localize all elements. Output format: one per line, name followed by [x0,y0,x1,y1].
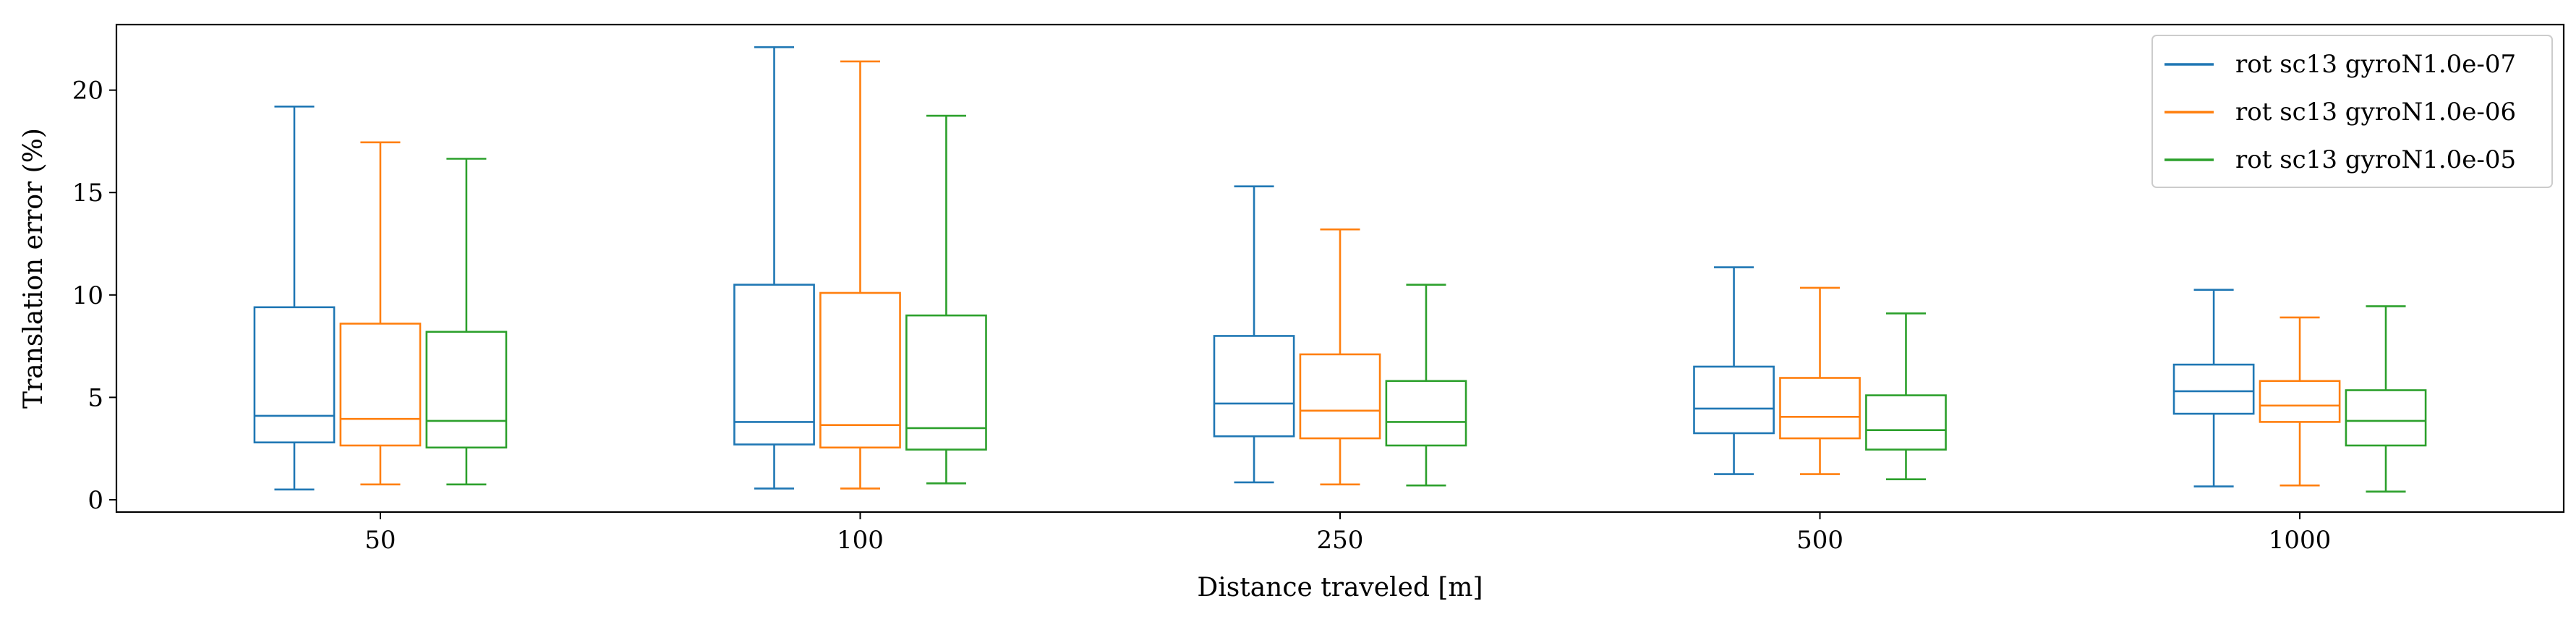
y-tick-label: 10 [72,281,103,310]
x-axis-label: Distance traveled [m] [1197,573,1483,602]
box-iqr [1693,365,1775,435]
x-tick-label: 250 [1317,526,1364,555]
box-iqr [253,306,336,444]
legend-label: rot sc13 gyroN1.0e-06 [2235,98,2516,127]
box-iqr [905,314,987,451]
legend-label: rot sc13 gyroN1.0e-05 [2235,145,2516,174]
box-group [253,105,336,491]
box-iqr [1299,353,1381,440]
box-iqr [425,331,508,449]
x-tick-label: 50 [364,526,396,555]
y-tick-label: 5 [88,383,103,412]
box-group [1865,312,1947,480]
box-iqr [733,284,815,446]
box-iqr [1385,380,1467,447]
box-iqr [1779,377,1861,440]
legend-label: rot sc13 gyroN1.0e-07 [2235,50,2516,79]
box-group [1299,228,1381,486]
box-group [819,60,901,490]
y-tick-label: 20 [72,77,103,106]
legend-frame [2151,35,2553,188]
box-group [339,141,422,486]
legend: rot sc13 gyroN1.0e-07 rot sc13 gyroN1.0e-… [2151,35,2553,188]
box-iqr [1865,394,1947,451]
box-iqr [2259,380,2341,423]
box-group [733,46,815,490]
box-iqr [1213,335,1295,438]
y-axis-label: Translation error (%) [19,128,48,409]
box-group [1213,185,1295,484]
x-axis: 50 100 250 500 1000 [364,512,2331,555]
y-tick-label: 0 [88,486,103,515]
x-tick-label: 500 [1796,526,1843,555]
box-group [2172,289,2255,487]
box-group [1385,284,1467,487]
y-axis: 0 5 10 15 20 [72,77,116,515]
x-tick-label: 1000 [2269,526,2332,555]
box-iqr [2172,363,2255,415]
box-group [2345,305,2427,493]
box-group [1779,286,1861,475]
box-group [1693,266,1775,475]
box-group [425,158,508,486]
x-tick-label: 100 [837,526,884,555]
box-marks [253,46,2427,493]
y-tick-label: 15 [72,179,103,208]
box-group [905,114,987,485]
box-iqr [2345,389,2427,447]
box-group [2259,316,2341,487]
box-iqr [339,323,422,447]
